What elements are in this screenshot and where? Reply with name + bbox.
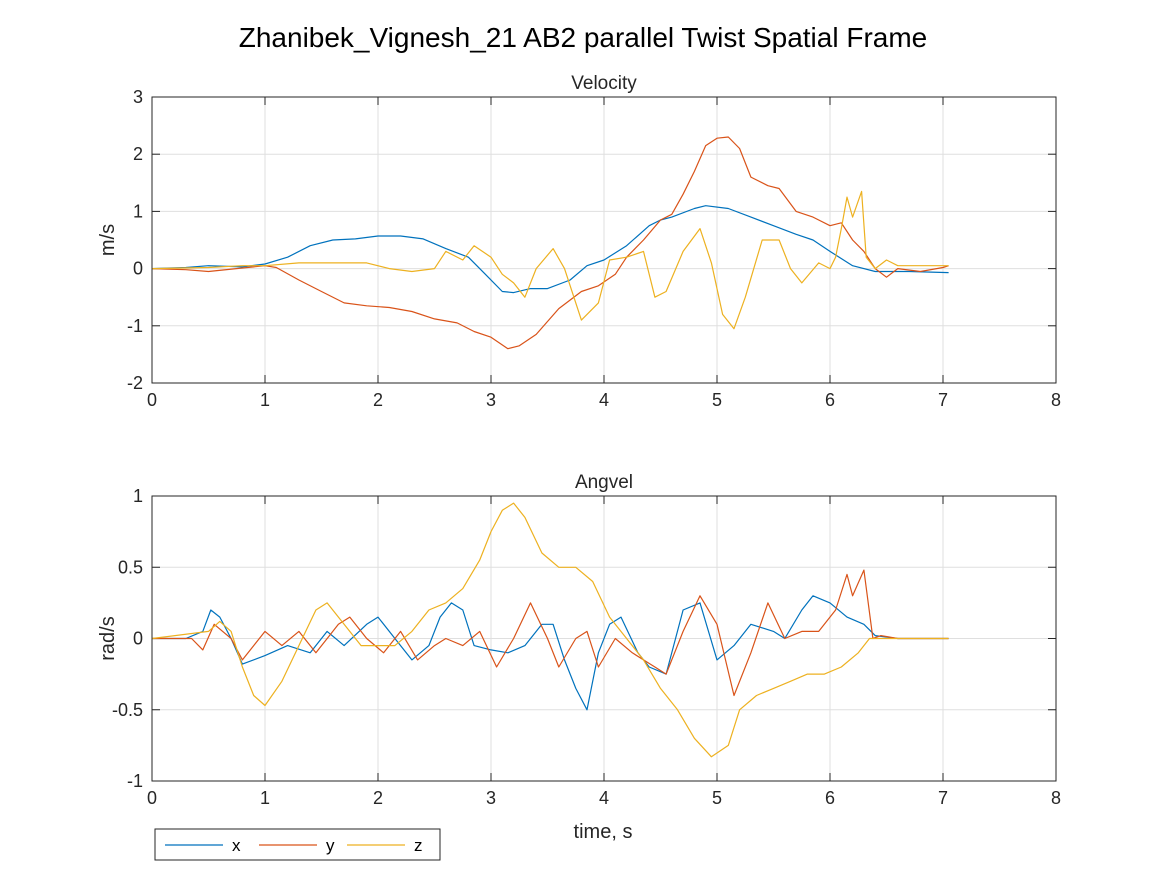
x-tick-label: 3 <box>486 788 496 808</box>
y-tick-label: -0.5 <box>112 700 143 720</box>
x-tick-label: 5 <box>712 390 722 410</box>
x-tick-label: 0 <box>147 390 157 410</box>
x-tick-label: 8 <box>1051 390 1061 410</box>
y-tick-label: 3 <box>133 87 143 107</box>
x-tick-label: 0 <box>147 788 157 808</box>
angvel-axes: 0 1 2 3 4 5 6 7 8 -1 -0.5 0 0.5 1 Angvel rad/s <box>97 472 1061 808</box>
legend-label-x: x <box>232 836 241 855</box>
legend-label-z: z <box>414 836 423 855</box>
y-axis-label: rad/s <box>97 616 119 660</box>
velocity-axes: 0 1 2 3 4 5 6 7 8 -2 -1 0 1 2 3 Velocity m/s <box>97 73 1061 410</box>
x-tick-label: 4 <box>599 788 609 808</box>
series-line-y <box>152 569 949 697</box>
axes-box <box>151 96 1057 384</box>
y-axis-label: m/s <box>97 224 119 256</box>
figure-suptitle: Zhanibek_Vignesh_21 AB2 parallel Twist S… <box>239 22 928 53</box>
x-tick-label: 8 <box>1051 788 1061 808</box>
legend: x y z <box>154 828 441 861</box>
series-line-x <box>152 595 949 711</box>
y-tick-label: 1 <box>133 486 143 506</box>
x-tick-label: 7 <box>938 788 948 808</box>
x-tick-label: 7 <box>938 390 948 410</box>
axes-box <box>151 495 1057 782</box>
axes-title: Velocity <box>571 73 637 94</box>
y-tick-label: 0 <box>133 259 143 279</box>
axes-title: Angvel <box>575 472 633 493</box>
y-tick-label: 1 <box>133 201 143 221</box>
y-tick-label: 0.5 <box>118 557 143 577</box>
series-line-x <box>151 205 949 294</box>
x-tick-label: 1 <box>260 390 270 410</box>
x-tick-label: 6 <box>825 390 835 410</box>
y-tick-label: 2 <box>133 144 143 164</box>
y-tick-label: -2 <box>127 373 143 393</box>
series-line-z <box>151 502 949 758</box>
x-tick-label: 2 <box>373 390 383 410</box>
series-line-z <box>151 190 949 330</box>
x-tick-label: 5 <box>712 788 722 808</box>
x-tick-label: 6 <box>825 788 835 808</box>
y-tick-label: -1 <box>127 316 143 336</box>
x-tick-label: 2 <box>373 788 383 808</box>
y-tick-label: -1 <box>127 771 143 791</box>
legend-label-y: y <box>326 836 335 855</box>
x-tick-label: 3 <box>486 390 496 410</box>
x-axis-label: time, s <box>574 821 633 843</box>
series-line-y <box>151 136 949 350</box>
x-tick-label: 1 <box>260 788 270 808</box>
y-tick-label: 0 <box>133 629 143 649</box>
x-tick-label: 4 <box>599 390 609 410</box>
